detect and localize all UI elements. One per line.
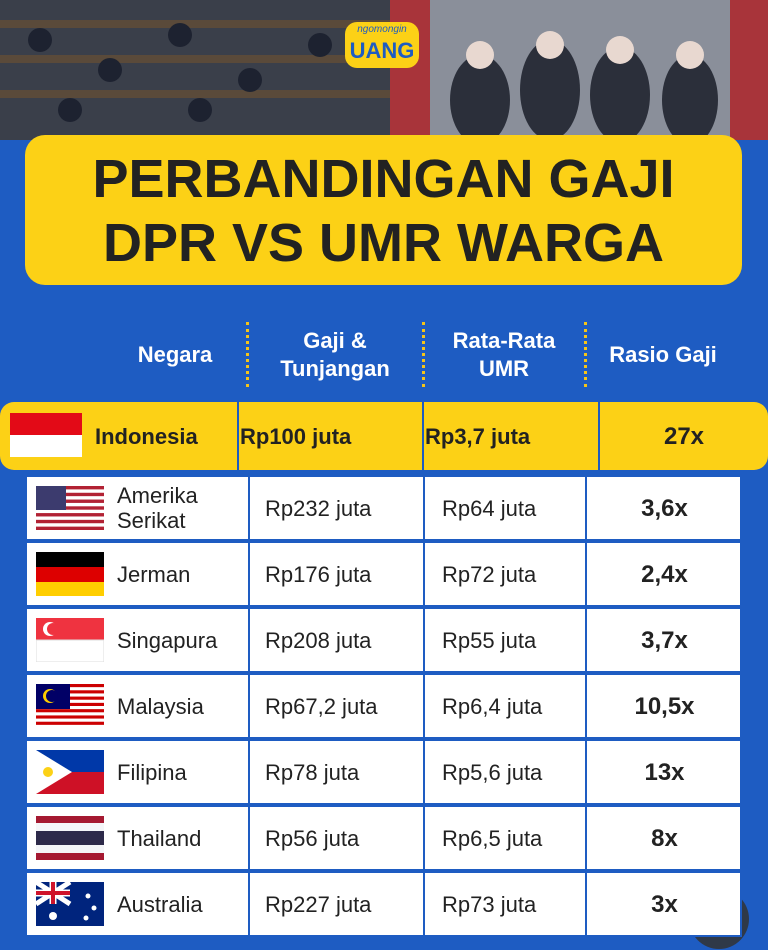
table-cell: Rp176 juta xyxy=(265,561,372,587)
cell-border xyxy=(585,673,587,739)
table-cell: Rp3,7 juta xyxy=(425,423,531,449)
logo-main: UANG xyxy=(349,38,415,63)
flag xyxy=(36,684,104,733)
table-cell: 3x xyxy=(651,890,678,918)
table-row xyxy=(25,871,742,937)
cell-border xyxy=(423,541,425,607)
flag xyxy=(36,552,104,601)
flag xyxy=(36,750,104,799)
logo-small: ngomongin xyxy=(357,24,407,35)
table-cell: 8x xyxy=(651,824,678,852)
flag xyxy=(10,413,82,462)
cell-border xyxy=(585,805,587,871)
column-header: Rasio Gaji xyxy=(609,341,717,367)
cell-border xyxy=(422,402,424,470)
table-cell: Rp232 juta xyxy=(265,495,372,521)
flag xyxy=(35,618,105,667)
table-row xyxy=(25,805,742,871)
flag-icon xyxy=(34,879,104,926)
separator xyxy=(422,322,425,387)
table-cell: Rp64 juta xyxy=(442,495,537,521)
table-row xyxy=(25,541,742,607)
cell-border xyxy=(248,871,250,937)
title-line: PERBANDINGAN GAJI xyxy=(92,149,675,209)
cell-border xyxy=(423,673,425,739)
table-cell: Malaysia xyxy=(117,693,204,719)
cell-border xyxy=(423,805,425,871)
cell-border xyxy=(237,402,239,470)
table-cell: 2,4x xyxy=(641,560,688,588)
table-cell: Filipina xyxy=(117,759,187,785)
table-cell: Rp73 juta xyxy=(442,891,537,917)
title-box xyxy=(25,135,742,285)
table-row xyxy=(25,607,742,673)
header-photos xyxy=(0,0,768,140)
table-cell: 3,6x xyxy=(641,494,688,522)
flag-icon xyxy=(36,750,104,794)
cell-border xyxy=(585,475,587,541)
cell-border xyxy=(585,739,587,805)
table-cell: Rp72 juta xyxy=(442,561,537,587)
column-header: Gaji & Tunjangan xyxy=(280,327,390,381)
cell-border xyxy=(585,607,587,673)
flag xyxy=(34,879,104,931)
table-cell: Indonesia xyxy=(95,423,198,449)
cell-border xyxy=(423,475,425,541)
cell-border xyxy=(423,739,425,805)
table-cell: Thailand xyxy=(117,825,202,851)
table-cell: Singapura xyxy=(117,627,218,653)
cell-border xyxy=(585,871,587,937)
flag-icon xyxy=(35,618,105,663)
table-cell: Rp67,2 juta xyxy=(265,693,378,719)
cell-border xyxy=(248,475,250,541)
table-cell: Rp78 juta xyxy=(265,759,360,785)
table-cell: Rp5,6 juta xyxy=(442,759,543,785)
cell-border xyxy=(585,541,587,607)
flag xyxy=(36,816,104,865)
table-cell: Rp6,5 juta xyxy=(442,825,543,851)
table-cell: Rp227 juta xyxy=(265,891,372,917)
table-cell: Rp208 juta xyxy=(265,627,372,653)
cell-border xyxy=(248,805,250,871)
flag-icon xyxy=(36,552,104,596)
cell-border xyxy=(248,673,250,739)
table-row xyxy=(25,673,742,739)
flag-icon xyxy=(36,486,104,530)
table-cell: 10,5x xyxy=(634,692,695,720)
cell-border xyxy=(248,541,250,607)
highlight-row xyxy=(0,402,768,470)
separator xyxy=(584,322,587,387)
column-header: Rata-Rata UMR xyxy=(452,327,556,381)
flag-icon xyxy=(10,413,82,457)
cell-border xyxy=(423,607,425,673)
table-cell: Rp55 juta xyxy=(442,627,537,653)
table-cell: Australia xyxy=(117,891,203,917)
table-cell: Jerman xyxy=(117,561,191,587)
table-cell: Rp56 juta xyxy=(265,825,360,851)
table-cell: Rp6,4 juta xyxy=(442,693,543,719)
cell-border xyxy=(248,607,250,673)
table-row xyxy=(25,739,742,805)
cell-border xyxy=(248,739,250,805)
table-cell: 3,7x xyxy=(641,626,688,654)
flag xyxy=(36,486,104,535)
table-cell: Amerika Serikat xyxy=(117,483,198,533)
table-cell: 13x xyxy=(644,758,685,786)
cell-border xyxy=(598,402,600,470)
flag-icon xyxy=(36,684,104,728)
table-cell: Rp100 juta xyxy=(240,423,352,449)
flag-icon xyxy=(36,816,104,860)
title-line: DPR VS UMR WARGA xyxy=(102,213,664,273)
cell-border xyxy=(423,871,425,937)
separator xyxy=(246,322,249,387)
table-row xyxy=(25,475,742,541)
table-cell: 27x xyxy=(663,422,705,450)
column-header: Negara xyxy=(137,341,213,367)
